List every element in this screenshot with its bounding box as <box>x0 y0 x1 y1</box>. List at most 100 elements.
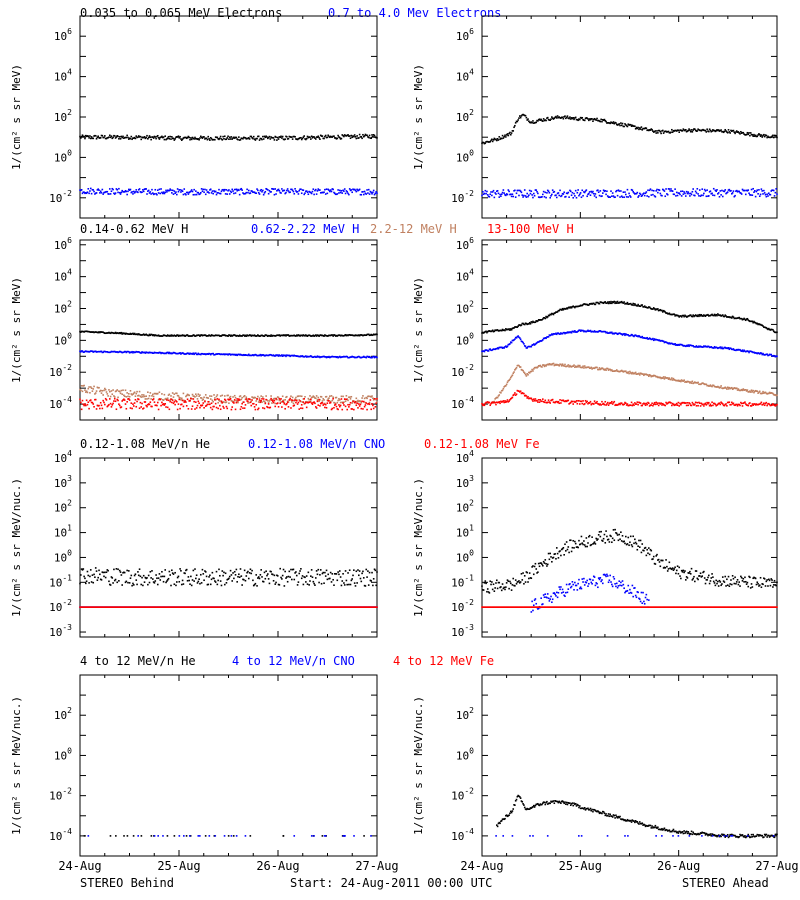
data-point <box>494 348 496 351</box>
data-point <box>205 137 208 140</box>
data-point <box>123 332 126 335</box>
data-point <box>580 304 583 307</box>
data-point <box>679 343 681 346</box>
data-point <box>118 187 120 190</box>
data-point <box>170 138 172 140</box>
data-point <box>518 390 520 393</box>
data-point <box>511 327 514 330</box>
data-point <box>94 350 96 353</box>
data-point <box>143 136 146 138</box>
data-point <box>684 195 687 197</box>
data-point <box>586 330 588 332</box>
data-point <box>339 138 342 140</box>
data-point <box>291 568 294 571</box>
data-point <box>650 338 653 341</box>
data-point <box>742 402 745 405</box>
data-point <box>573 400 575 403</box>
data-point <box>730 316 732 318</box>
data-point <box>657 132 659 134</box>
data-point <box>302 136 305 138</box>
data-point <box>712 402 715 405</box>
data-point <box>292 355 295 357</box>
data-point <box>603 118 606 121</box>
data-point <box>177 575 180 578</box>
data-point <box>723 346 726 349</box>
data-point <box>733 349 736 351</box>
data-point <box>540 319 542 321</box>
data-point <box>737 131 740 133</box>
data-point <box>610 300 612 303</box>
data-point <box>80 135 83 138</box>
data-point <box>106 405 109 408</box>
data-point <box>596 330 598 333</box>
data-point <box>757 323 759 326</box>
data-point <box>642 337 644 339</box>
data-point <box>274 402 277 405</box>
data-point <box>227 335 229 337</box>
data-point <box>343 334 346 337</box>
data-point <box>639 372 642 375</box>
data-point <box>258 577 261 580</box>
data-point <box>649 188 652 190</box>
data-point <box>770 392 773 394</box>
data-point <box>666 312 668 314</box>
data-point <box>552 118 555 120</box>
y-tick-label: 10-2 <box>49 598 72 614</box>
data-point <box>562 193 565 195</box>
data-point <box>198 138 200 141</box>
data-point <box>199 406 201 409</box>
data-point <box>495 329 497 332</box>
data-point <box>680 195 683 197</box>
data-point <box>161 351 163 354</box>
data-point <box>143 351 146 354</box>
data-point <box>305 137 308 140</box>
data-point <box>272 137 275 139</box>
data-point <box>115 136 118 138</box>
data-point <box>289 576 291 578</box>
data-point <box>160 575 162 578</box>
data-point <box>206 403 209 406</box>
data-point <box>257 395 259 398</box>
data-point <box>289 136 291 138</box>
data-point <box>634 193 636 195</box>
data-point <box>134 137 137 140</box>
data-point <box>357 334 359 337</box>
data-point <box>128 582 131 584</box>
data-point <box>366 189 368 191</box>
data-point <box>357 137 359 139</box>
data-point <box>753 191 755 194</box>
data-point <box>731 348 733 351</box>
data-point <box>361 137 363 140</box>
data-point <box>148 333 151 336</box>
data-point <box>694 381 697 384</box>
data-point <box>351 191 353 194</box>
data-point <box>305 334 308 337</box>
data-point <box>686 315 689 318</box>
data-point <box>709 384 712 386</box>
data-point <box>676 194 679 197</box>
data-point <box>749 350 752 353</box>
data-point <box>514 336 517 339</box>
data-point <box>300 407 302 409</box>
data-point <box>540 340 542 342</box>
data-point <box>623 370 625 373</box>
data-point <box>689 192 692 195</box>
data-point <box>714 314 717 317</box>
data-point <box>487 330 490 332</box>
data-point <box>374 192 377 195</box>
data-point <box>167 394 170 396</box>
data-point <box>236 189 238 192</box>
data-point <box>140 406 143 408</box>
data-point <box>590 403 593 406</box>
data-point <box>613 196 616 199</box>
data-point <box>691 315 694 318</box>
data-point <box>148 192 151 194</box>
data-point <box>698 189 701 191</box>
data-point <box>678 316 681 318</box>
data-point <box>662 189 665 191</box>
data-point <box>275 136 277 139</box>
data-point <box>287 190 290 192</box>
data-point <box>208 352 210 355</box>
data-point <box>175 193 178 196</box>
data-point <box>574 401 576 403</box>
